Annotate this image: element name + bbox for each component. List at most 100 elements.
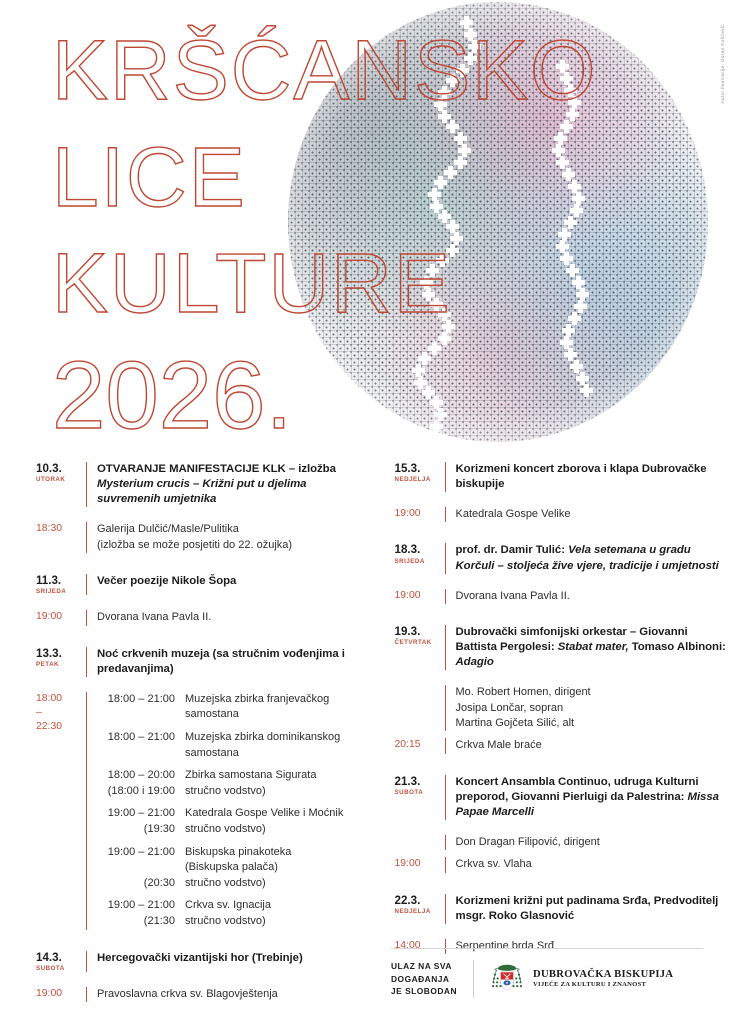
event-date: 14.3.	[36, 950, 62, 964]
event-performers: Mo. Robert Homen, dirigent Josipa Lončar,…	[444, 685, 731, 732]
event-title: OTVARANJE MANIFESTACIJE KLK – izložba My…	[97, 462, 373, 507]
sub-entry: 19:00 – 21:00 Katedrala Gospe Velike i Mo…	[97, 806, 373, 822]
event-weekday: PETAK	[36, 660, 60, 668]
event-date: 22.3.	[394, 893, 421, 907]
event-venue-line-1: Crkva sv. Vlaha	[455, 858, 532, 871]
event-title-text: Hercegovački vizantijski hor (Trebinje)	[97, 951, 303, 964]
event-title-italic-2: Adagio	[455, 656, 494, 669]
event-title-block: Hercegovački vizantijski hor (Trebinje)	[86, 950, 373, 972]
org-title: DUBROVAČKA BISKUPIJA	[533, 969, 674, 981]
schedule-event: 19.3. ČETVRTAK Dubrovački simfonijski orke…	[395, 624, 731, 671]
event-venue: Katedrala Gospe Velike	[444, 507, 731, 523]
event-title-text: Korizmeni križni put padinama Srđa, Pred…	[455, 894, 719, 922]
event-date-cell: 19.3. ČETVRTAK	[395, 625, 445, 670]
org-subtitle: VIJEĆE ZA KULTURU I ZNANOST	[533, 981, 647, 989]
event-weekday: UTORAK	[36, 476, 66, 484]
event-title-block: OTVARANJE MANIFESTACIJE KLK – izložba My…	[86, 462, 373, 508]
schedule-event: 14.3. SUBOTA Hercegovački vizantijski hor …	[36, 950, 373, 972]
event-title-italic: Stabat mater,	[557, 641, 629, 654]
schedule-event: 18.3. SRIJEDA prof. dr. Damir Tulić: Vela …	[395, 543, 731, 574]
event-time: 19:00	[36, 987, 63, 999]
event-venue-line-1: Galerija Dulčić/Masle/Pulitika	[97, 523, 239, 536]
sub-entry-time: (21:30	[143, 915, 175, 928]
sub-entry-time: (20:30	[143, 876, 175, 889]
event-venue-row: 19:00 Crkva sv. Vlaha	[395, 857, 731, 873]
sub-entry: (18:00 i 19:00 stručno vodstvo)	[97, 784, 373, 800]
sub-entry: (Biskupska palača)	[97, 860, 373, 876]
schedule-event: 22.3. NEDJELJA Korizmeni križni put padina…	[394, 893, 731, 924]
event-time: 14:00	[394, 939, 421, 951]
event-time: 19:00	[394, 508, 421, 520]
event-title: Korizmeni koncert zborova i klapa Dubrov…	[456, 462, 731, 492]
event-performers-row: Mo. Robert Homen, dirigent Josipa Lončar,…	[395, 685, 731, 732]
event-venue: Galerija Dulčić/Masle/Pulitika (izložba s…	[86, 522, 373, 553]
event-date: 15.3.	[394, 462, 421, 475]
event-venue-line-1: Dvorana Ivana Pavla II.	[455, 589, 570, 602]
free-entry-note: ULAZ NA SVA DOGAĐANJA JE SLOBODAN	[391, 961, 457, 997]
event-date-cell: 11.3. SRIJEDA	[36, 574, 86, 595]
event-performers: Don Dragan Filipović, dirigent	[444, 834, 731, 851]
event-performers-gutter	[395, 835, 445, 850]
event-performer: Josipa Lončar, sopran	[455, 701, 564, 714]
event-time-cell: 19:00	[395, 857, 445, 872]
illustration-credit: Autor ilustracije: Goran Košćević	[720, 24, 725, 104]
event-venue-row: 19:00 Katedrala Gospe Velike	[395, 507, 731, 523]
sub-entry-place: Biskupska pinakoteka	[185, 845, 292, 858]
schedule-event: 21.3. SUBOTA Koncert Ansambla Continuo, ud…	[395, 774, 731, 820]
sub-entry-place: stručno vodstvo)	[185, 915, 266, 928]
event-performer: Mo. Robert Homen, dirigent	[455, 686, 591, 699]
event-performer: Martina Gojčeta Silić, alt	[455, 716, 575, 729]
event-title-italic: Vela setemana u gradu Korčuli – stoljeća…	[455, 544, 719, 572]
event-title-block: Korizmeni koncert zborova i klapa Dubrov…	[444, 462, 731, 493]
event-title-text: prof. dr. Damir Tulić:	[455, 544, 569, 557]
sub-entry-place: (Biskupska palača)	[185, 861, 278, 874]
event-date: 13.3.	[36, 646, 62, 660]
event-title-text: Noć crkvenih muzeja (sa stručnim vođenji…	[97, 647, 345, 675]
event-time-cell: 19:00	[36, 987, 86, 1002]
sub-entry: 19:00 – 21:00 Biskupska pinakoteka	[97, 845, 373, 861]
event-title-italic: Missa Papae Marcelli	[455, 790, 719, 818]
bishopric-crest-icon	[490, 962, 524, 996]
sub-entry: 18:00 – 20:00 Zbirka samostana Sigurata	[97, 768, 373, 784]
event-weekday: SUBOTA	[36, 964, 65, 972]
event-title-block: Dubrovački simfonijski orkestar – Giovan…	[444, 624, 731, 671]
schedule-event: 13.3. PETAK Noć crkvenih muzeja (sa stručn…	[36, 646, 373, 677]
footer-vertical-divider	[473, 960, 474, 998]
event-date-cell: 13.3. PETAK	[36, 647, 86, 677]
event-time: 19:00	[394, 589, 421, 601]
event-date-cell: 21.3. SUBOTA	[395, 775, 445, 820]
event-title-text: Koncert Ansambla Continuo, udruga Kultur…	[455, 775, 699, 803]
event-title-text: Dubrovački simfonijski orkestar – Giovan…	[455, 625, 688, 654]
event-title-block: Noć crkvenih muzeja (sa stručnim vođenji…	[86, 646, 373, 677]
sub-entry: (21:30 stručno vodstvo)	[97, 914, 373, 930]
schedule-event: 11.3. SRIJEDA Večer poezije Nikole Šopa	[36, 573, 373, 596]
event-time-cell: 19:00	[36, 610, 86, 625]
sub-entry-time: 18:00 – 21:00	[107, 730, 175, 743]
event-venue-line-2: (izložba se može posjetiti do 22. ožujka…	[97, 538, 293, 551]
event-weekday: NEDJELJA	[394, 476, 431, 484]
poster-hero: KRŠĆANSKO LICE KULTURE 2026. Autor ilust…	[0, 0, 731, 462]
event-venue-line-1: Dvorana Ivana Pavla II.	[97, 611, 212, 624]
event-venue: Crkva sv. Vlaha	[444, 857, 731, 873]
event-time-cell: 18:30	[36, 522, 86, 553]
event-venue-row: 19:00 Pravoslavna crkva sv. Blagovještenj…	[36, 986, 373, 1003]
event-title-text: OTVARANJE MANIFESTACIJE KLK – izložba	[97, 463, 336, 475]
sub-entry: (20:30 stručno vodstvo)	[97, 876, 373, 892]
sub-entry-place: Muzejska zbirka dominikanskog samostana	[185, 730, 341, 759]
event-venue-line-1: Crkva Male braće	[455, 739, 542, 752]
event-date-cell: 10.3. UTORAK	[36, 462, 86, 507]
event-time-cell: 18:00 – 22:30	[36, 692, 86, 930]
sub-entry-time: 19:00 – 21:00	[107, 845, 175, 858]
event-venue-line-1: Katedrala Gospe Velike	[455, 508, 571, 521]
event-time-cell: 19:00	[395, 507, 445, 522]
event-performers-gutter	[395, 685, 445, 731]
event-title: Koncert Ansambla Continuo, udruga Kultur…	[456, 775, 731, 820]
event-date: 19.3.	[394, 624, 421, 638]
event-title-block: Korizmeni križni put padinama Srđa, Pred…	[444, 893, 731, 924]
event-title: Korizmeni križni put padinama Srđa, Pred…	[456, 894, 731, 924]
event-time-dash: –	[36, 706, 42, 718]
event-date: 10.3.	[36, 462, 62, 475]
sub-entry-place: Katedrala Gospe Velike i Moćnik	[185, 807, 344, 820]
schedule-event: 15.3. NEDJELJA Korizmeni koncert zborova i…	[394, 462, 731, 493]
event-date-cell: 14.3. SUBOTA	[36, 951, 86, 972]
